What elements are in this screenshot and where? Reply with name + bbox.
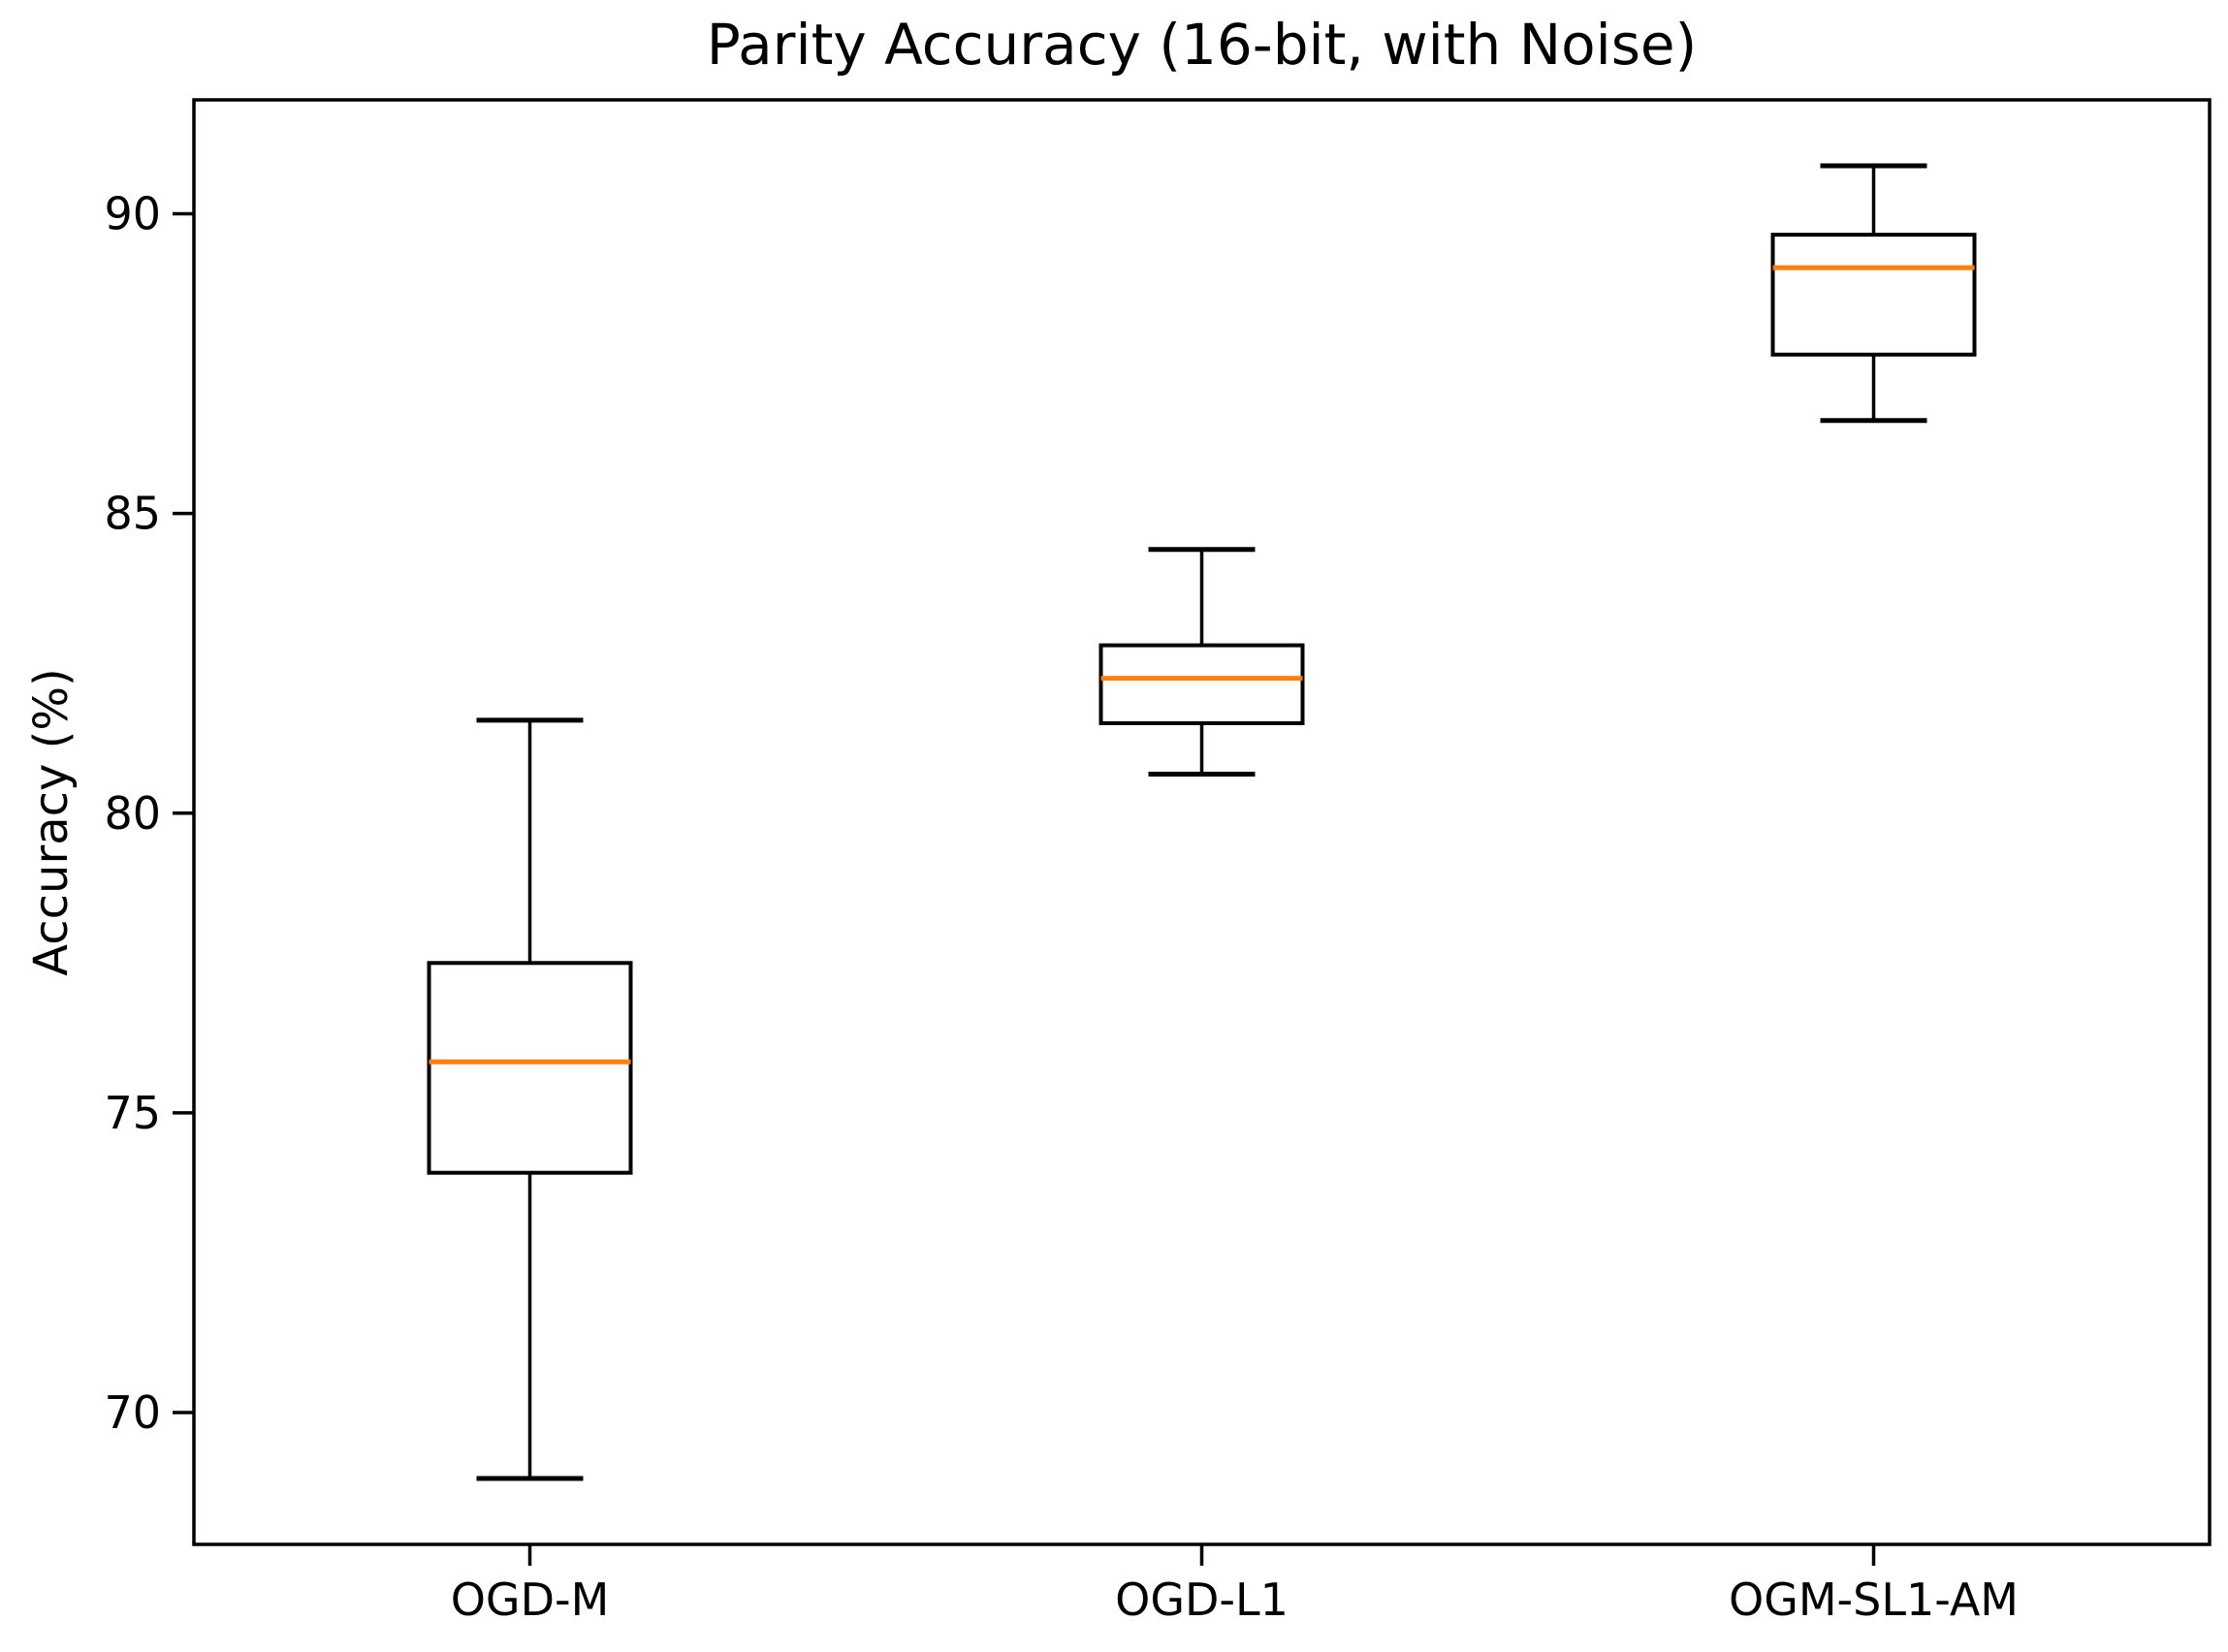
y-axis-label: Accuracy (%) xyxy=(24,668,79,975)
y-tick-label: 70 xyxy=(104,1386,161,1439)
iqr-box-ogd-m xyxy=(427,961,633,1175)
box-group-ogm-sl1-am xyxy=(1770,163,1977,424)
iqr-box-ogd-l1 xyxy=(1098,643,1305,725)
iqr-box-ogm-sl1-am xyxy=(1770,233,1977,357)
y-tick-label: 85 xyxy=(104,488,161,540)
y-tick-label: 90 xyxy=(104,188,161,240)
x-tick-label: OGD-L1 xyxy=(1115,1573,1289,1626)
chart-title: Parity Accuracy (16-bit, with Noise) xyxy=(707,12,1698,78)
y-tick-label: 80 xyxy=(104,787,161,840)
box-group-ogd-m xyxy=(427,717,633,1481)
box-group-ogd-l1 xyxy=(1098,547,1305,778)
plot-root: 70 75 80 85 90 OGD-M OGD-L1 OGM-SL1-AM Accuracy … xyxy=(24,12,2212,1626)
x-tick-label: OGM-SL1-AM xyxy=(1729,1573,2019,1626)
x-tick-label: OGD-M xyxy=(451,1573,610,1626)
y-tick-label: 75 xyxy=(104,1087,161,1139)
